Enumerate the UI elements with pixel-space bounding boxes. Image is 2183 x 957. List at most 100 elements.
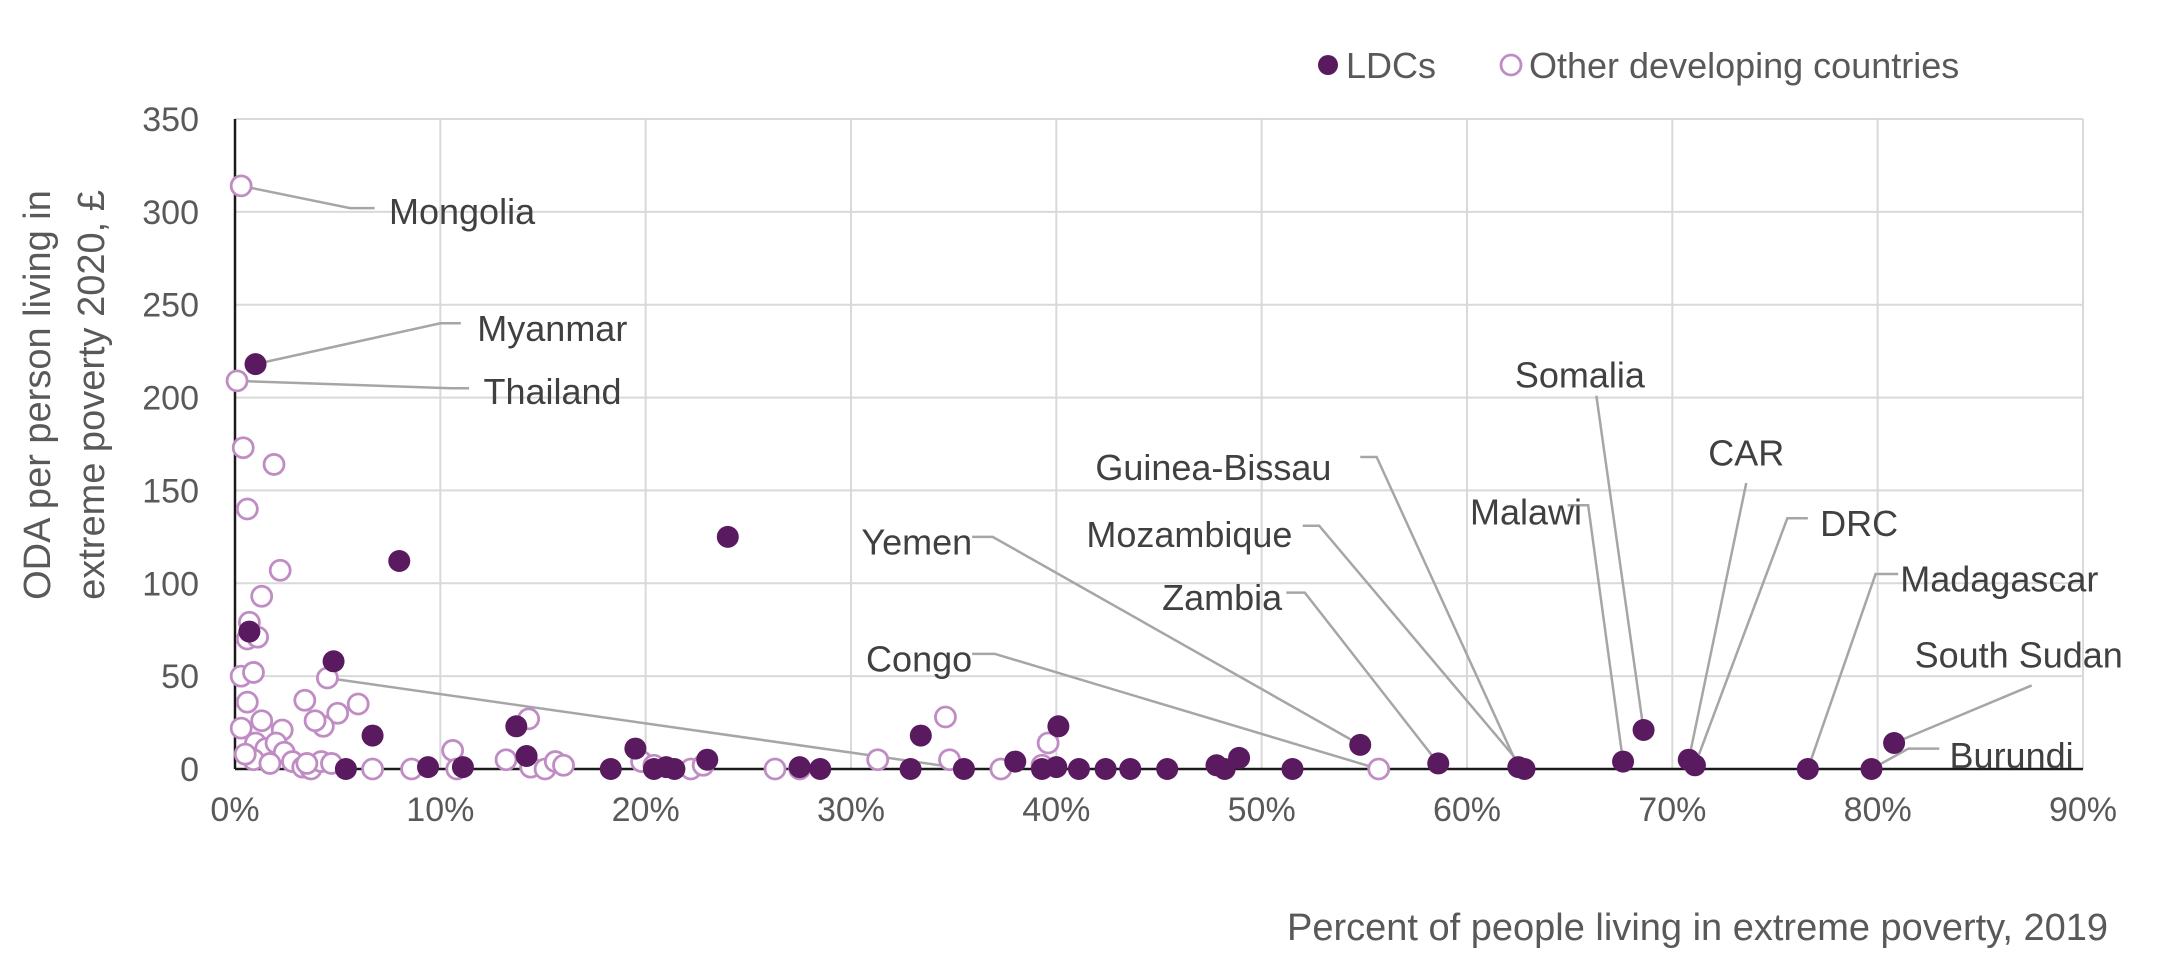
annotation-leader-line	[1693, 517, 1808, 766]
x-tick-labels: 0% 10% 20% 30% 40% 50% 60% 70% 80% 90%	[210, 791, 2117, 829]
data-point-ldc	[417, 756, 440, 779]
y-tick-labels: 0 50 100 150 200 250 300 350	[142, 101, 199, 789]
annotation-label: Malawi	[1470, 492, 1582, 533]
data-point-ldc	[451, 756, 474, 779]
data-point-ldc	[1349, 733, 1372, 756]
x-tick-label: 40%	[1022, 791, 1090, 829]
y-axis-title: ODA per person living in extreme poverty…	[17, 190, 113, 600]
data-point-other-developing	[361, 757, 384, 781]
annotation-label: Madagascar	[1900, 559, 2098, 600]
data-point-other-developing	[262, 453, 286, 476]
annotation-label: Yemen	[861, 521, 972, 562]
annotation-leader-line	[1286, 591, 1440, 765]
data-point-other-developing	[866, 748, 890, 772]
annotation-label: Congo	[866, 638, 972, 679]
y-axis-title-line-2: extreme poverty 2020, £	[71, 190, 113, 600]
data-point-other-developing	[295, 752, 319, 775]
data-point-other-developing	[229, 174, 253, 198]
x-tick-label: 30%	[817, 791, 885, 829]
annotation-label: Thailand	[483, 371, 621, 412]
data-point-ldc	[238, 620, 261, 643]
data-point-ldc	[788, 756, 811, 779]
data-point-ldc	[663, 758, 686, 780]
data-point-other-developing	[235, 497, 259, 521]
annotation-leader-line	[240, 184, 375, 210]
data-point-other-developing	[233, 742, 257, 766]
legend: LDCs Other developing countries	[1318, 45, 1959, 86]
x-tick-label: 90%	[2049, 791, 2117, 829]
y-tick-label: 200	[142, 380, 199, 418]
legend-label-ldcs: LDCs	[1346, 45, 1436, 86]
data-point-other-developing	[225, 369, 249, 393]
x-tick-label: 70%	[1638, 791, 1706, 829]
annotation-leader-line	[972, 535, 1361, 746]
data-point-other-developing	[242, 661, 265, 684]
data-point-ldc	[1281, 758, 1304, 780]
data-point-ldc	[1094, 758, 1117, 780]
data-point-other-developing	[763, 757, 787, 781]
y-tick-label: 150	[142, 472, 199, 510]
annotation-label: Mongolia	[389, 191, 536, 232]
data-points	[225, 174, 1906, 781]
data-point-other-developing	[326, 701, 350, 725]
data-point-other-developing	[235, 690, 259, 714]
annotation-leader-lines	[237, 184, 2033, 771]
data-point-ldc	[1228, 746, 1251, 769]
x-tick-label: 50%	[1228, 791, 1296, 829]
legend-marker-other-developing	[1499, 53, 1523, 77]
data-point-ldc	[1883, 732, 1906, 754]
annotation-label: Somalia	[1515, 354, 1646, 395]
data-point-ldc	[696, 748, 719, 771]
data-point-other-developing	[229, 716, 253, 740]
data-point-ldc	[1513, 758, 1536, 780]
annotation-label: CAR	[1708, 432, 1784, 473]
annotation-label: Zambia	[1162, 577, 1283, 618]
data-point-ldc	[1067, 758, 1090, 780]
data-point-ldc	[909, 724, 932, 747]
data-point-ldc	[1004, 750, 1027, 773]
data-point-other-developing	[293, 688, 317, 712]
data-point-ldc	[1632, 719, 1655, 741]
data-point-other-developing	[231, 436, 255, 460]
annotation-label: Myanmar	[477, 308, 627, 349]
data-point-ldc	[361, 724, 384, 747]
data-point-other-developing	[552, 753, 575, 777]
annotation-label: Guinea-Bissau	[1095, 447, 1331, 488]
annotation-leader-line	[1870, 747, 1940, 771]
annotation-leader-line	[1567, 504, 1625, 762]
legend-marker-ldcs	[1318, 55, 1338, 75]
annotation-label: Burundi	[1950, 735, 2074, 776]
data-point-other-developing	[250, 584, 274, 608]
data-point-ldc	[1796, 758, 1819, 780]
data-point-other-developing	[268, 558, 292, 582]
x-tick-label: 0%	[210, 791, 259, 829]
data-point-ldc	[599, 758, 622, 780]
annotation-leader-line	[1360, 455, 1520, 768]
data-point-ldc	[1683, 754, 1706, 777]
data-point-ldc	[244, 353, 267, 376]
legend-label-other-developing: Other developing countries	[1529, 45, 1959, 86]
data-point-ldc	[515, 745, 538, 767]
annotation-leader-line	[255, 322, 461, 366]
annotation-leader-line	[1687, 482, 1748, 760]
annotation-label: South Sudan	[1915, 635, 2123, 676]
gridlines	[235, 118, 2084, 769]
y-tick-label: 50	[161, 658, 199, 696]
data-point-other-developing	[1036, 731, 1060, 755]
annotation-labels: Mongolia Myanmar Thailand Somalia Guinea-Bis…	[389, 191, 2123, 776]
y-tick-label: 300	[142, 194, 199, 232]
data-point-ldc	[505, 715, 528, 738]
annotation-leader-line	[1595, 395, 1645, 731]
data-point-ldc	[899, 758, 922, 780]
annotation-label: Mozambique	[1086, 514, 1292, 555]
y-axis-title-line-1: ODA per person living in	[17, 190, 59, 600]
data-point-ldc	[322, 650, 345, 673]
data-point-other-developing	[494, 748, 518, 772]
x-tick-label: 60%	[1433, 791, 1501, 829]
data-point-ldc	[809, 758, 832, 780]
y-tick-label: 350	[142, 101, 199, 139]
annotation-leader-line	[327, 676, 967, 771]
data-point-ldc	[1612, 750, 1635, 773]
data-point-ldc	[1119, 758, 1142, 780]
